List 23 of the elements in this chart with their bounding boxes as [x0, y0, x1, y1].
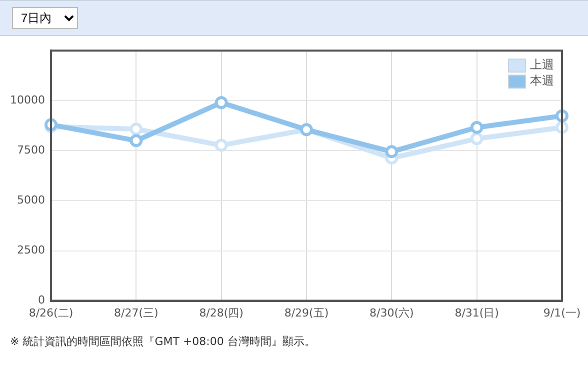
text: 7日內 — [12, 7, 78, 29]
legend-label: 上週 — [530, 58, 554, 72]
y-tick-label: 2500 — [16, 244, 45, 257]
x-tick-label: 8/26(二) — [28, 306, 74, 320]
point — [214, 138, 228, 152]
point — [470, 132, 484, 146]
y-tick-label: 0 — [38, 294, 45, 307]
x-tick-label: 8/28(四) — [199, 306, 244, 320]
point — [470, 120, 484, 134]
legend-label: 本週 — [530, 74, 554, 88]
x-tick-label: 8/31(日) — [454, 306, 499, 320]
y-tick-label: 7500 — [16, 144, 45, 157]
point — [130, 134, 143, 148]
x-tick-label: 8/27(三) — [114, 306, 158, 320]
y-tick-label: 5000 — [16, 194, 45, 207]
x-tick-label: 9/1(一) — [543, 306, 581, 320]
point — [385, 145, 398, 158]
y-tick-label: 10000 — [10, 94, 45, 106]
point — [130, 122, 143, 136]
point — [214, 96, 228, 110]
x-tick-label: 8/29(五) — [284, 306, 329, 320]
text: ※ 統計資訊的時間區間依照『GMT +08:00 台灣時間』顯示。 — [10, 334, 316, 349]
x-tick-label: 8/30(六) — [370, 306, 414, 320]
